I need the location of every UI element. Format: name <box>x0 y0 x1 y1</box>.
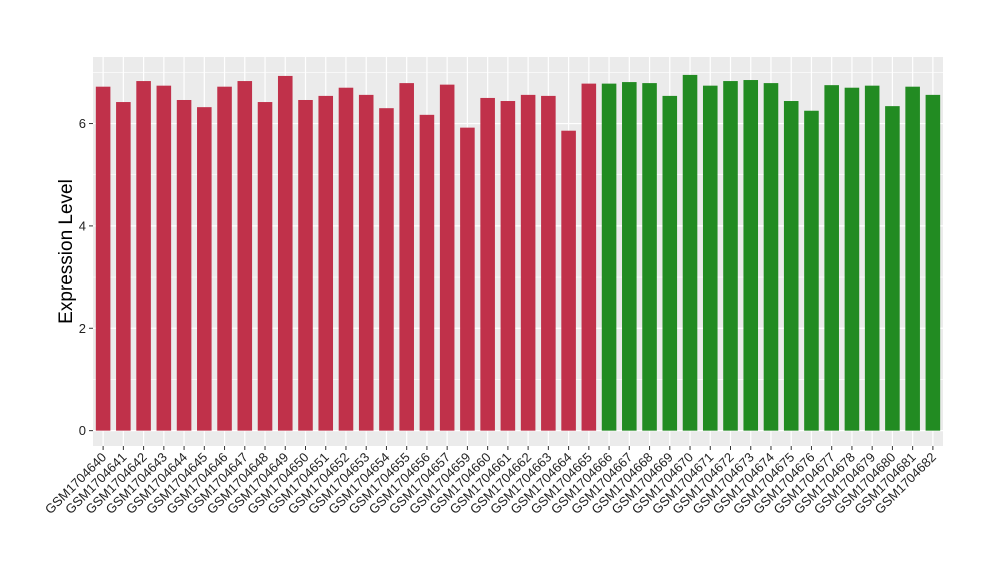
bar <box>783 101 799 431</box>
bar <box>399 83 414 431</box>
bar <box>561 130 576 431</box>
bar <box>257 102 273 431</box>
bar <box>601 83 617 431</box>
bar <box>885 106 900 431</box>
bar <box>460 127 475 431</box>
bar <box>197 107 212 431</box>
y-tick-label: 4 <box>79 218 86 233</box>
bar <box>520 94 536 431</box>
y-axis-title: Expression Level <box>56 179 77 324</box>
bar <box>217 86 232 431</box>
bar <box>743 80 759 431</box>
bar <box>237 81 253 431</box>
bar <box>379 108 394 431</box>
bar <box>95 86 111 431</box>
bar <box>439 84 455 431</box>
bar <box>925 94 941 431</box>
bar <box>480 97 495 431</box>
bar <box>622 82 637 431</box>
bar <box>642 83 657 431</box>
bar <box>864 85 880 431</box>
bar <box>824 85 839 431</box>
bar <box>136 81 151 431</box>
bar <box>176 99 192 431</box>
bar <box>804 110 819 431</box>
bar <box>338 87 354 431</box>
panel-background <box>93 57 943 446</box>
bar <box>116 102 131 431</box>
bar <box>318 95 334 431</box>
bar <box>905 86 920 431</box>
bar <box>682 74 698 431</box>
bar <box>156 85 172 431</box>
x-axis: GSM1704640GSM1704641GSM1704642GSM1704643… <box>42 446 939 517</box>
bars <box>95 74 941 431</box>
y-tick-label: 2 <box>79 321 86 336</box>
bar <box>419 114 435 431</box>
bar <box>763 83 779 431</box>
y-axis: 0 2 4 6 <box>79 116 93 438</box>
bar <box>298 99 313 431</box>
bar <box>358 94 374 431</box>
bar <box>277 75 293 431</box>
bar <box>662 95 678 431</box>
bar <box>541 95 556 431</box>
bar <box>702 85 718 431</box>
y-tick-label: 6 <box>79 116 86 131</box>
y-tick-label: 0 <box>79 423 86 438</box>
bar <box>844 87 860 431</box>
bar <box>723 81 738 431</box>
bar <box>581 83 597 431</box>
bar <box>500 101 516 431</box>
